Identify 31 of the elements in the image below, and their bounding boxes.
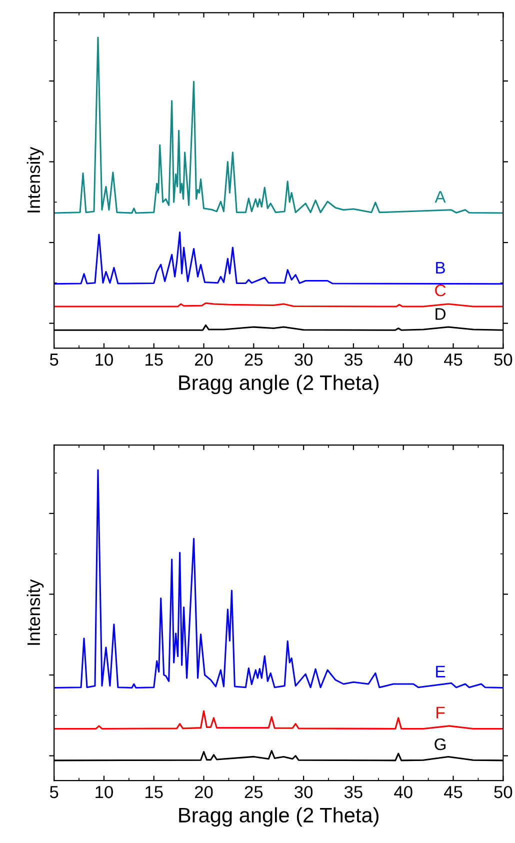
x-tick-label: 30 xyxy=(294,786,313,798)
x-tick-label: 5 xyxy=(50,354,58,366)
x-axis-title: Bragg angle (2 Theta) xyxy=(179,807,378,827)
x-tick-label: 15 xyxy=(146,786,163,798)
x-tick-label: 5 xyxy=(50,786,58,798)
x-tick-label: 40 xyxy=(394,353,412,366)
series-label: G xyxy=(434,738,446,750)
x-tick-label: 40 xyxy=(394,786,412,798)
x-tick-label: 45 xyxy=(444,786,462,798)
x-tick-label: 35 xyxy=(344,353,362,366)
y-axis-title: Intensity xyxy=(26,146,44,212)
x-tick-label: 45 xyxy=(444,354,462,366)
x-tick-label: 50 xyxy=(494,786,512,798)
x-tick-label: 30 xyxy=(294,353,313,366)
series-label: A xyxy=(434,191,446,203)
x-axis-title: Bragg angle (2 Theta) xyxy=(179,374,378,394)
series-label: F xyxy=(436,706,445,718)
x-tick-label: 50 xyxy=(494,353,512,366)
x-tick-label: 25 xyxy=(244,353,263,366)
x-tick-label: 35 xyxy=(344,786,362,798)
series-label: C xyxy=(435,284,446,296)
y-axis-title: Intensity xyxy=(26,579,44,645)
series-label: D xyxy=(436,308,446,320)
x-tick-label: 15 xyxy=(146,354,163,366)
x-tick-label: 20 xyxy=(194,786,213,798)
x-tick-label: 25 xyxy=(244,786,263,798)
series-label: B xyxy=(436,262,445,274)
x-tick-label: 10 xyxy=(96,786,113,798)
x-tick-label: 20 xyxy=(194,353,213,366)
x-tick-label: 10 xyxy=(96,353,113,366)
series-label: E xyxy=(436,666,446,678)
